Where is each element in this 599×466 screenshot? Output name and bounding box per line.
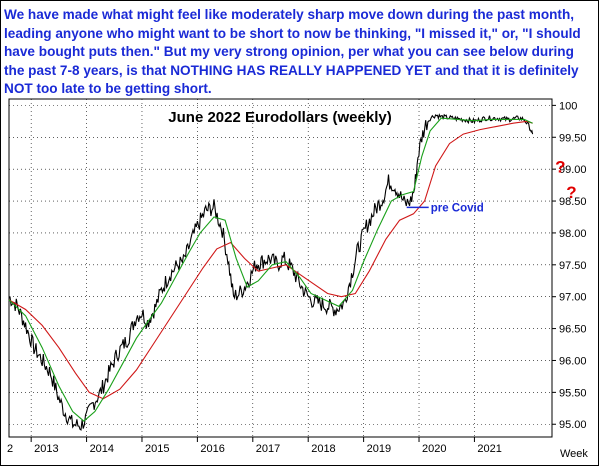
x-tick-label: 2017 [256,443,280,455]
y-tick-label: 99.00 [559,164,587,176]
series-group [8,113,534,431]
question-mark: ? [555,157,565,176]
y-tick-label: 97.00 [559,292,587,304]
commentary-part-2: and that it is definitely [431,62,579,78]
x-tick-label: 2014 [90,443,114,455]
question-mark: ? [566,183,576,202]
x-tick-label: 2020 [422,443,446,455]
annotations: pre Covid?? [406,157,577,214]
short-moving-average-line [8,117,533,422]
y-tick-label: 98.50 [559,196,587,208]
y-tick-label: 95.00 [559,419,587,431]
y-tick-label: 95.50 [559,387,587,399]
x-axis: 2 2013 2014 2015 2016 2017 2018 2019 2020 2021 [7,437,502,455]
y-tick-label: 98.00 [559,228,587,240]
commentary-part-3: too late to be getting short. [32,81,212,96]
x-tick-label: 2015 [145,443,169,455]
commentary-emphasis-2: NOT [4,81,33,96]
x-tick-label: 2013 [34,443,58,455]
x-axis-label: Week [560,448,588,460]
x-tick-label: 2016 [200,443,224,455]
y-tick-label: 100 [559,100,577,112]
x-tick-label: 2019 [367,443,391,455]
y-tick-label: 99.50 [559,132,587,144]
x-tick-label: 2 [7,443,13,455]
commentary-emphasis-1: NOTHING HAS REALLY HAPPENED YET [170,62,432,78]
commentary-part-1: We have made what might feel like modera… [4,7,581,78]
x-tick-label: 2018 [311,443,335,455]
annotation-label: pre Covid [431,202,484,214]
y-axis: 95.00 95.50 96.00 96.50 97.00 97.50 98.00 98.50… [552,100,587,431]
x-tick-label: 2021 [477,443,501,455]
y-tick-label: 96.50 [559,324,587,336]
plot-area-border [8,98,553,438]
chart-title: June 2022 Eurodollars (weekly) [168,109,391,126]
price-line [9,113,534,431]
y-tick-label: 97.50 [559,260,587,272]
y-tick-label: 96.00 [559,355,587,367]
commentary-text: We have made what might feel like modera… [4,6,592,99]
grid [9,99,552,437]
